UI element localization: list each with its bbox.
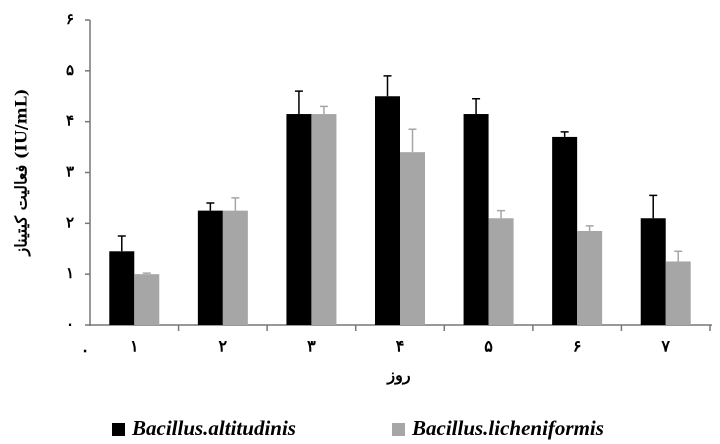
y-tick-label: ۴	[66, 112, 74, 130]
bar	[109, 251, 135, 325]
error-bar	[383, 75, 392, 97]
bar	[552, 136, 578, 325]
x-tick-label: ۶	[573, 337, 582, 356]
legend-swatch	[112, 423, 125, 436]
x-tick-label: ۷	[660, 337, 670, 356]
x-tick-label: ۵	[484, 337, 493, 356]
x-axis-title: روز	[386, 366, 410, 386]
bar	[311, 114, 337, 326]
error-bar	[560, 131, 569, 137]
error-bar	[497, 209, 506, 219]
bar	[222, 210, 248, 325]
x-tick-label: ۴	[396, 337, 405, 356]
error-bar	[231, 197, 240, 211]
y-axis-title: فعالیت کیتیناز (IU/mL)	[12, 89, 32, 257]
legend-label: Bacillus.licheniformis	[411, 416, 604, 440]
legend-label: Bacillus.altitudinis	[131, 416, 296, 440]
error-bar	[294, 90, 303, 115]
x-origin-label: ۰	[81, 341, 90, 360]
error-bar	[206, 202, 215, 211]
bar	[286, 114, 312, 326]
error-bar	[319, 105, 328, 115]
bar	[577, 230, 603, 325]
x-tick-label: ۲	[219, 337, 228, 356]
bar	[463, 114, 489, 326]
y-tick-label: ۵	[66, 61, 74, 79]
error-bar	[408, 128, 417, 153]
error-bar	[585, 225, 594, 231]
error-bar	[117, 235, 126, 252]
y-tick-label: ۲	[66, 213, 74, 231]
bar	[640, 218, 666, 325]
bar	[665, 261, 691, 325]
x-tick-label: ۳	[307, 337, 316, 356]
legend-swatch	[392, 423, 405, 436]
bar	[197, 210, 223, 325]
x-tick-label: ۱	[130, 337, 139, 356]
y-tick-label: ۱	[66, 264, 74, 282]
error-bar	[142, 272, 151, 275]
y-tick-label: ۳	[66, 163, 74, 181]
y-tick-label: ۰	[66, 315, 74, 333]
bar	[375, 96, 400, 325]
bar	[488, 218, 514, 325]
bar	[134, 274, 160, 325]
error-bar	[649, 194, 658, 219]
bar	[400, 152, 425, 325]
error-bar	[674, 250, 683, 262]
error-bar	[472, 98, 481, 115]
y-tick-label: ۶	[66, 10, 74, 28]
